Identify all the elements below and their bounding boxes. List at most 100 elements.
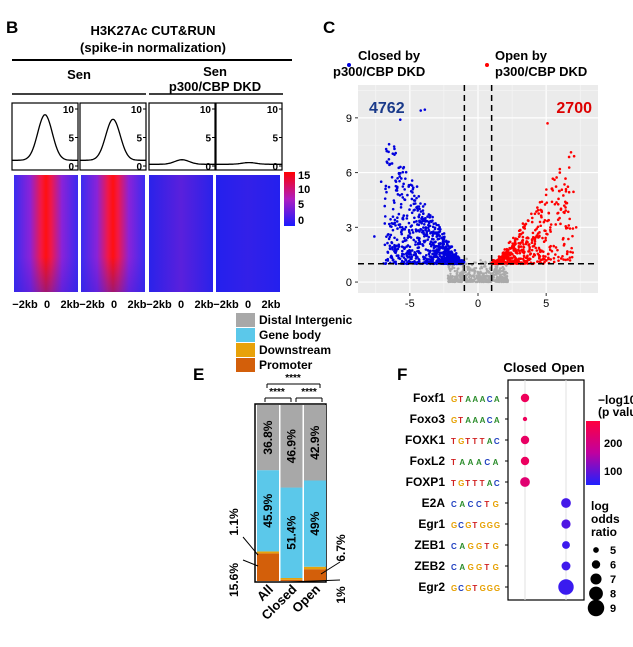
size-legend-dot-9 xyxy=(587,599,605,617)
volcano-point-closed xyxy=(433,254,437,257)
bar-all-downstream xyxy=(257,551,279,554)
volcano-point-closed xyxy=(416,209,420,212)
bar-closed-promoter xyxy=(280,579,303,581)
volcano-point-closed xyxy=(428,224,431,228)
volcano-point-open xyxy=(536,206,539,209)
volcano-point-open xyxy=(568,256,572,259)
volcano-point-open xyxy=(508,240,512,244)
volcano-point-closed xyxy=(393,153,396,156)
volcano-point-open xyxy=(538,235,541,238)
motif-logo-letter: G xyxy=(468,563,474,572)
volcano-point-closed xyxy=(387,185,391,189)
legend-label-promoter: Promoter xyxy=(259,358,313,372)
volcano-point-closed xyxy=(410,261,414,264)
volcano-point-ns xyxy=(504,275,508,279)
motif-logo-letter: T xyxy=(458,416,463,425)
volcano-point-ns xyxy=(482,274,485,277)
volcano-point-ns xyxy=(472,274,475,278)
size-legend-title-1: log xyxy=(591,499,609,513)
volcano-point-open xyxy=(524,260,527,263)
heatmap-dkd-2 xyxy=(216,175,280,292)
genomic-feature-legend: Distal Intergenic Gene body Downstream P… xyxy=(236,313,353,372)
xtick-2-right: 2kb xyxy=(128,299,147,311)
bar-closed-distal-intergenic xyxy=(280,405,303,488)
volcano-point-open xyxy=(525,255,529,259)
motif-logo-letter: G xyxy=(480,584,486,593)
volcano-point-open xyxy=(532,244,536,248)
volcano-point-open xyxy=(547,252,550,256)
volcano-point-closed xyxy=(448,259,452,262)
volcano-point-open xyxy=(550,249,554,253)
profile-ytick-2-0: 0 xyxy=(136,162,142,173)
volcano-point-closed xyxy=(443,258,447,261)
volcano-point-open xyxy=(560,188,564,192)
color-legend-title-2: (p value) xyxy=(598,405,633,419)
volcano-point-closed xyxy=(448,246,452,249)
volcano-point-open xyxy=(554,223,558,226)
volcano-point-closed xyxy=(412,238,416,242)
bar-category-open: Open xyxy=(289,581,323,615)
volcano-point-open xyxy=(530,241,534,245)
volcano-point-closed xyxy=(425,261,428,264)
volcano-point-closed xyxy=(442,237,446,241)
sig-closed-open: **** xyxy=(301,387,317,398)
volcano-point-closed xyxy=(418,220,422,224)
volcano-point-closed xyxy=(410,255,414,259)
label-all-downstream: 1.1% xyxy=(227,508,241,536)
leader-open-promoter xyxy=(320,561,341,575)
volcano-point-open xyxy=(530,212,533,216)
volcano-point-closed xyxy=(431,219,434,222)
motif-logo-letter: A xyxy=(493,458,499,467)
volcano-point-open xyxy=(535,234,539,237)
volcano-point-closed xyxy=(457,259,460,262)
volcano-point-ns xyxy=(487,271,491,274)
volcano-point-closed xyxy=(418,240,422,244)
panel-f-letter: F xyxy=(397,365,407,384)
volcano-point-ns xyxy=(449,274,452,278)
volcano-point-closed xyxy=(400,259,404,263)
volcano-point-closed xyxy=(396,227,399,230)
legend-swatch-distal xyxy=(236,313,255,327)
volcano-point-closed xyxy=(412,220,416,224)
volcano-point-ns xyxy=(478,267,482,270)
volcano-point-open xyxy=(522,243,525,246)
volcano-point-closed xyxy=(445,240,448,244)
volcano-point-ns xyxy=(494,280,498,283)
volcano-point-closed xyxy=(405,251,409,255)
volcano-point-closed xyxy=(433,245,436,249)
volcano-point-closed xyxy=(398,175,402,178)
volcano-point-open xyxy=(567,155,571,159)
volcano-point-open xyxy=(572,154,576,158)
volcano-point-closed xyxy=(402,182,405,186)
volcano-point-open xyxy=(539,224,543,228)
profile-ytick-2-10: 10 xyxy=(131,105,143,116)
volcano-point-ns xyxy=(469,267,472,270)
volcano-point-ns xyxy=(484,260,487,264)
volcano-point-open xyxy=(514,242,517,246)
volcano-point-closed xyxy=(402,214,406,217)
volcano-point-closed xyxy=(396,185,399,189)
volcano-point-closed xyxy=(404,258,407,262)
volcano-point-open xyxy=(565,252,569,256)
volcano-point-closed xyxy=(412,202,416,206)
volcano-point-closed xyxy=(403,239,407,243)
volcano-point-open xyxy=(566,185,570,189)
motif-logo-letter: C xyxy=(451,500,457,509)
volcano-point-open xyxy=(534,246,538,250)
volcano-point-open xyxy=(564,225,568,228)
panel-c: C Closed by p300/CBP DKD Open by p300/CB… xyxy=(323,18,598,310)
motif-logo-letter: G xyxy=(487,584,493,593)
volcano-point-open xyxy=(571,251,575,254)
motif-name-foxp1: FOXP1 xyxy=(406,475,446,489)
open-count-label: 2700 xyxy=(556,100,592,117)
volcano-point-closed xyxy=(419,210,423,213)
profile-box-3 xyxy=(148,102,216,171)
volcano-point-closed xyxy=(426,238,430,241)
volcano-plot: 4762 2700 -5 0 5 0 3 6 9 xyxy=(346,85,598,310)
volcano-point-closed xyxy=(423,240,426,244)
volcano-point-closed xyxy=(428,249,432,253)
volcano-point-open xyxy=(547,211,550,215)
volcano-point-closed xyxy=(402,256,406,259)
